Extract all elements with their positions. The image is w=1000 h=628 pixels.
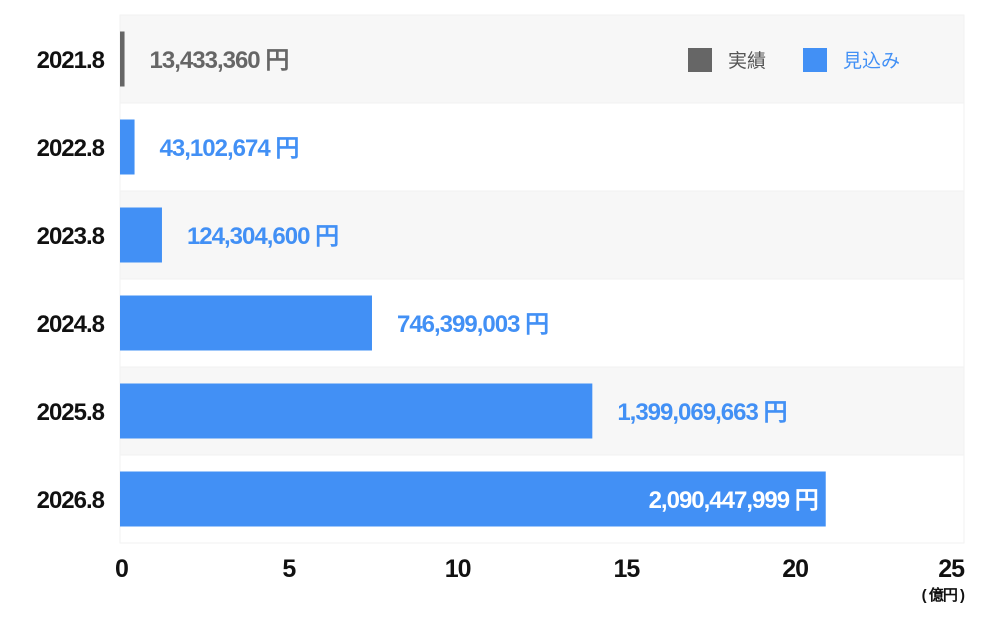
- bar-forecast: [120, 119, 135, 175]
- bar-actual: [120, 31, 125, 87]
- value-label: 2,090,447,999 円: [649, 487, 818, 514]
- category-label: 2022.8: [37, 135, 105, 162]
- x-unit-label: ( 億円 ): [922, 586, 965, 604]
- bar-forecast: [120, 295, 372, 351]
- bar-forecast: [120, 383, 593, 439]
- value-label: 124,304,600 円: [187, 223, 338, 250]
- category-label: 2021.8: [37, 47, 105, 74]
- row-band: [119, 190, 965, 280]
- bar-forecast: [120, 471, 826, 527]
- value-label: 1,399,069,663 円: [617, 399, 786, 426]
- value-label: 13,433,360 円: [150, 47, 289, 74]
- bar-forecast: [120, 207, 162, 263]
- category-label: 2025.8: [37, 399, 105, 426]
- value-label: 43,102,674 円: [160, 135, 299, 162]
- legend-label: 見込み: [843, 50, 900, 72]
- category-label: 2023.8: [37, 223, 105, 250]
- x-tick-label: 5: [282, 555, 296, 583]
- value-label: 746,399,003 円: [397, 311, 548, 338]
- x-tick-label: 0: [115, 555, 128, 583]
- category-label: 2026.8: [37, 487, 105, 514]
- legend-label: 実績: [728, 50, 766, 72]
- legend-swatch-forecast: [803, 48, 827, 72]
- category-label: 2024.8: [37, 311, 105, 338]
- row-band: [119, 102, 965, 192]
- x-tick-label: 15: [613, 555, 640, 583]
- legend-swatch-actual: [688, 48, 712, 72]
- x-tick-label: 25: [938, 555, 965, 583]
- x-tick-label: 10: [445, 555, 471, 583]
- x-tick-label: 20: [782, 555, 808, 583]
